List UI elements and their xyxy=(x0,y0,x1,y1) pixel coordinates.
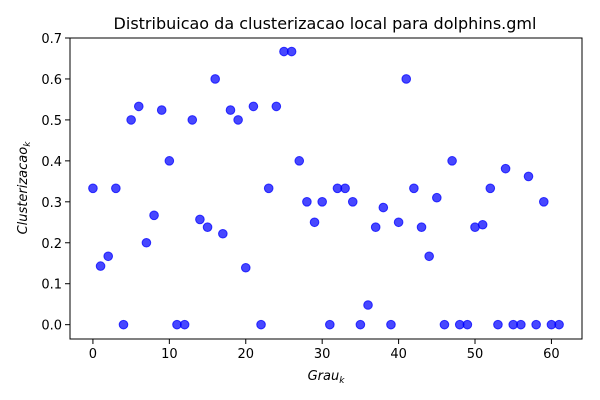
data-point xyxy=(263,183,274,194)
y-tick-label: 0.1 xyxy=(41,278,62,293)
y-axis-label: Clusterizacaok xyxy=(16,141,33,235)
x-tick-label: 10 xyxy=(161,347,178,362)
data-point xyxy=(424,251,434,262)
data-point xyxy=(286,46,297,57)
data-point xyxy=(439,319,450,330)
x-tick-label: 40 xyxy=(390,347,407,362)
data-point xyxy=(210,74,220,84)
data-point xyxy=(378,202,389,213)
x-tick-label: 30 xyxy=(314,347,331,362)
y-tick-label: 0.7 xyxy=(41,32,62,47)
data-point xyxy=(149,210,159,221)
y-tick-label: 0.6 xyxy=(41,73,62,88)
data-point xyxy=(133,101,144,112)
data-point xyxy=(271,101,282,112)
chart-title: Distribuicao da clusterizacao local para… xyxy=(114,14,537,33)
data-point xyxy=(355,319,366,330)
data-point xyxy=(485,183,496,194)
data-point xyxy=(432,192,442,203)
data-point xyxy=(218,228,228,239)
data-point xyxy=(523,171,534,182)
y-tick-label: 0.4 xyxy=(41,155,62,170)
data-point xyxy=(409,183,419,194)
data-point xyxy=(111,183,121,194)
data-point xyxy=(416,222,427,232)
data-point xyxy=(393,217,404,228)
data-point xyxy=(156,105,167,115)
data-point xyxy=(195,214,205,225)
x-axis-label-subscript: k xyxy=(339,376,345,386)
x-axis-label: Grauk xyxy=(308,369,346,386)
data-point xyxy=(95,261,106,271)
data-point xyxy=(538,197,549,207)
data-point xyxy=(317,197,327,207)
data-point xyxy=(309,217,320,228)
x-axis-ticks: 0 10 20 30 40 50 60 xyxy=(89,339,560,362)
data-point xyxy=(325,319,335,330)
y-tick-label: 0.2 xyxy=(41,237,62,252)
data-point xyxy=(240,262,251,273)
x-tick-label: 0 xyxy=(89,347,97,362)
data-point xyxy=(363,300,373,310)
data-point xyxy=(531,319,541,330)
data-point xyxy=(477,219,488,230)
data-point xyxy=(202,222,213,232)
data-points xyxy=(88,46,564,330)
y-tick-label: 0.5 xyxy=(41,114,62,129)
data-point xyxy=(294,156,305,166)
y-tick-label: 0.3 xyxy=(41,196,62,211)
data-point xyxy=(187,115,198,125)
data-point xyxy=(554,319,564,330)
data-point xyxy=(302,197,312,207)
data-point xyxy=(248,101,259,112)
x-tick-label: 50 xyxy=(467,347,484,362)
data-point xyxy=(462,319,473,330)
data-point xyxy=(516,319,526,330)
data-point xyxy=(164,156,175,166)
data-point xyxy=(386,319,396,330)
data-point xyxy=(370,222,381,232)
data-point xyxy=(103,251,114,262)
data-point xyxy=(493,319,503,330)
data-point xyxy=(225,105,236,115)
y-tick-label: 0.0 xyxy=(41,319,62,334)
data-point xyxy=(233,115,243,125)
data-point xyxy=(401,74,412,84)
data-point xyxy=(500,163,511,174)
data-point xyxy=(88,183,98,194)
y-axis-label-subscript: k xyxy=(23,141,33,147)
y-axis-label-base: Clusterizacao xyxy=(16,147,31,235)
x-tick-label: 60 xyxy=(543,347,560,362)
data-point xyxy=(179,319,190,330)
x-tick-label: 20 xyxy=(237,347,254,362)
data-point xyxy=(447,156,457,166)
y-axis-ticks: 0.0 0.1 0.2 0.3 0.4 0.5 0.6 0.7 xyxy=(41,32,70,334)
x-axis-label-base: Grau xyxy=(308,369,340,384)
data-point xyxy=(347,197,358,207)
data-point xyxy=(141,237,152,248)
plot-area xyxy=(69,37,583,340)
data-point xyxy=(118,319,129,330)
data-point xyxy=(126,115,136,125)
data-point xyxy=(340,183,350,194)
data-point xyxy=(256,319,266,330)
